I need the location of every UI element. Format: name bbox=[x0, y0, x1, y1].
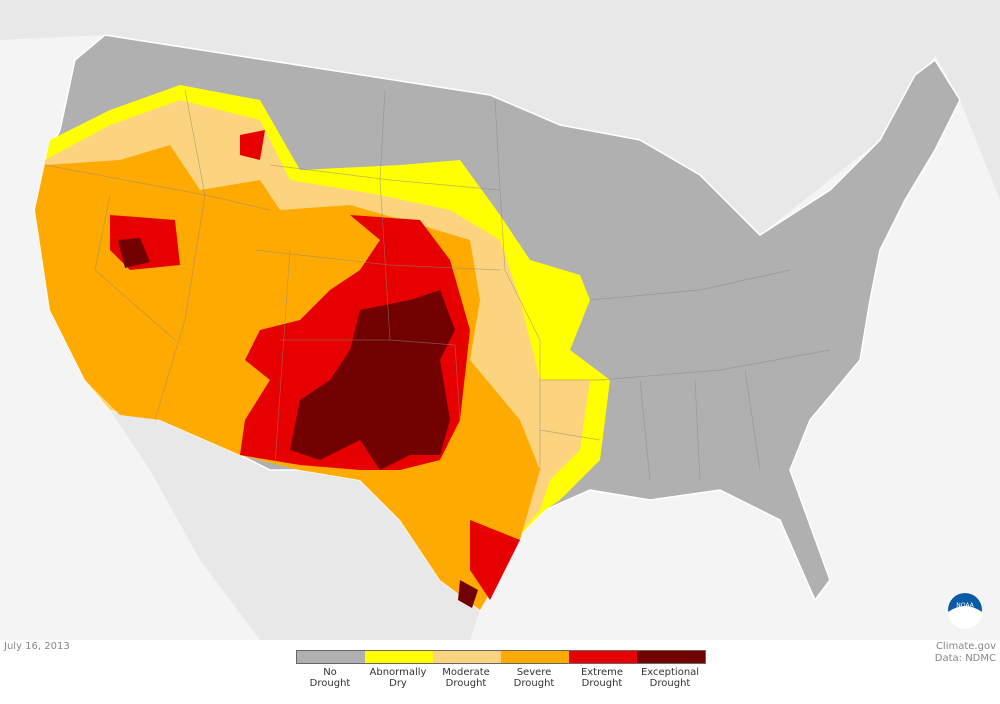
legend-swatch bbox=[297, 651, 365, 663]
legend-label-line: Severe bbox=[516, 667, 552, 678]
legend-label-line: Abnormally bbox=[369, 667, 427, 678]
drought-extreme bbox=[110, 130, 520, 600]
canada-land bbox=[0, 0, 1000, 235]
legend-swatch bbox=[501, 651, 569, 663]
legend-label: Exceptional Drought bbox=[636, 667, 704, 689]
legend-swatch bbox=[433, 651, 501, 663]
map-date: July 16, 2013 bbox=[4, 641, 70, 652]
legend-label: Severe Drought bbox=[500, 667, 568, 689]
legend-label: Moderate Drought bbox=[432, 667, 500, 689]
legend-label-line: Moderate bbox=[442, 667, 490, 678]
legend-label-line: Extreme bbox=[580, 667, 624, 678]
legend-label-line: Drought bbox=[309, 678, 351, 689]
credits: Climate.gov Data: NDMC bbox=[935, 641, 996, 665]
legend-label-line: Dry bbox=[389, 678, 407, 689]
drought-map: NOAA bbox=[0, 0, 1000, 640]
legend-label-line: Drought bbox=[649, 678, 691, 689]
legend-label-line: Exceptional bbox=[640, 667, 700, 678]
legend-label-line: No bbox=[323, 667, 337, 678]
legend-swatch bbox=[637, 651, 705, 663]
legend-swatches bbox=[296, 650, 706, 664]
legend-label-line: Drought bbox=[445, 678, 487, 689]
credit-source: Climate.gov bbox=[935, 641, 996, 652]
noaa-logo-text: NOAA bbox=[956, 602, 974, 609]
credit-data: Data: NDMC bbox=[934, 653, 996, 664]
legend-label: Abnormally Dry bbox=[364, 667, 432, 689]
legend-label: Extreme Drought bbox=[568, 667, 636, 689]
legend-label-line: Drought bbox=[513, 678, 555, 689]
legend-label: No Drought bbox=[296, 667, 364, 689]
legend-swatch bbox=[365, 651, 433, 663]
noaa-logo: NOAA bbox=[948, 593, 982, 629]
legend-swatch bbox=[569, 651, 637, 663]
mexico-land bbox=[110, 410, 480, 640]
legend-labels: No Drought Abnormally Dry Moderate Drought Sev… bbox=[296, 667, 704, 689]
drought-exceptional bbox=[118, 238, 478, 608]
legend-label-line: Drought bbox=[581, 678, 623, 689]
state-borders bbox=[44, 89, 831, 481]
